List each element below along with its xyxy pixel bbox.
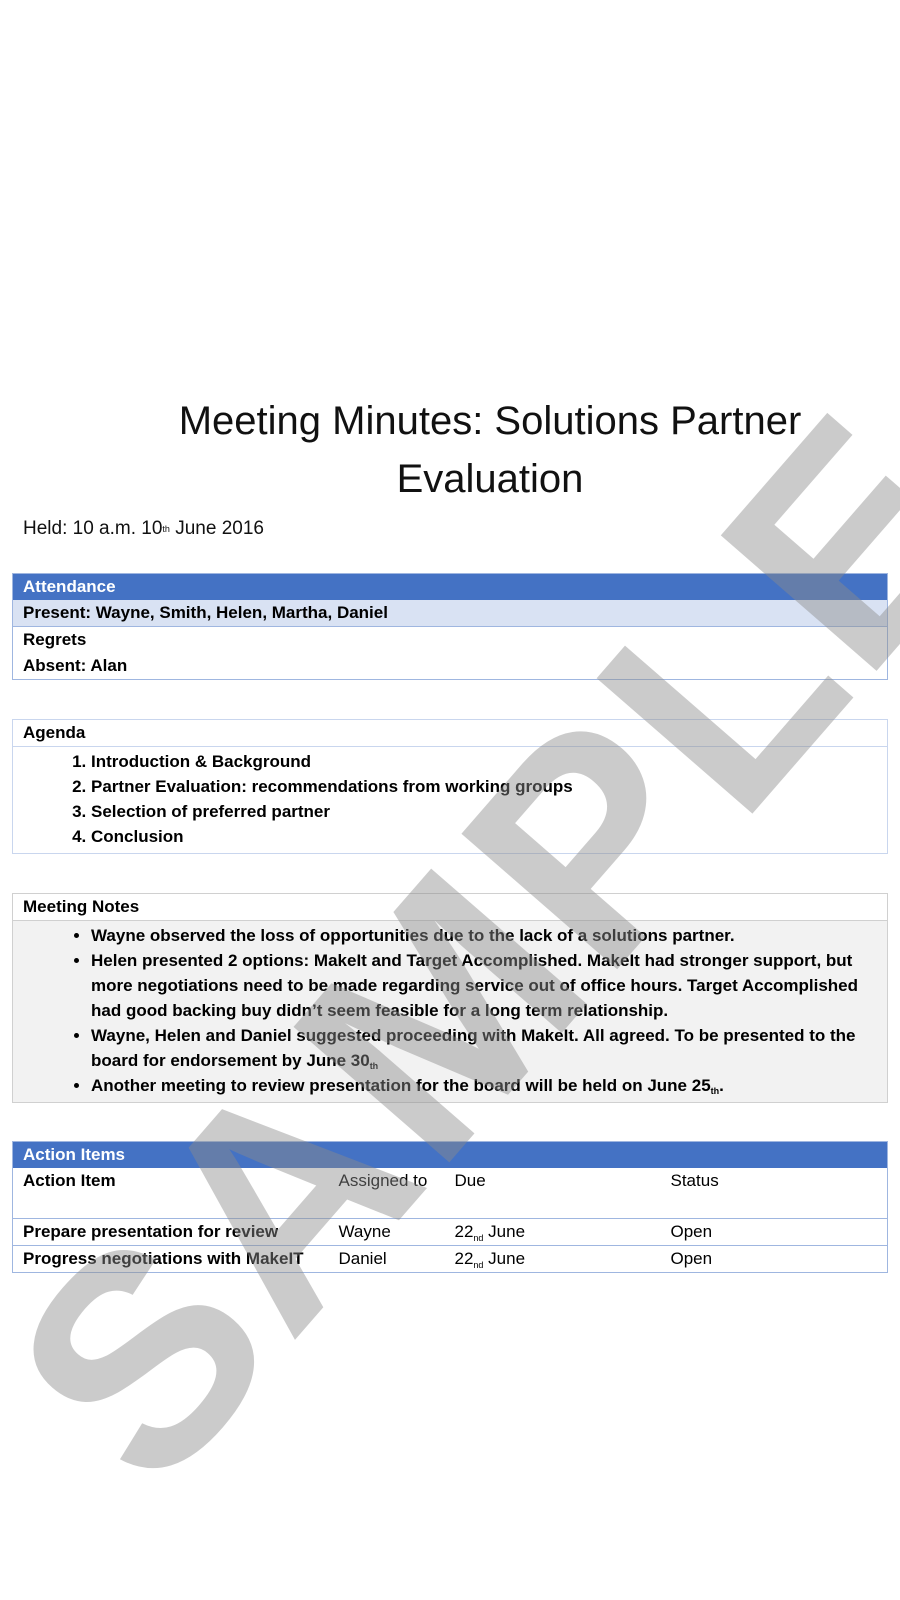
note-end: . [719, 1076, 724, 1095]
agenda-item: Introduction & Background [91, 749, 887, 774]
agenda-item: Conclusion [91, 824, 887, 849]
note-item: Wayne, Helen and Daniel suggested procee… [91, 1023, 873, 1073]
due-sup: nd [473, 1260, 484, 1270]
table-row: Prepare presentation for review Wayne 22… [12, 1218, 888, 1246]
column-header: Assigned to [328, 1168, 445, 1219]
note-item: Wayne observed the loss of opportunities… [91, 923, 873, 948]
meeting-notes-section: Meeting Notes Wayne observed the loss of… [12, 893, 888, 1103]
status-cell: Open [660, 1218, 888, 1246]
held-sup: th [162, 524, 170, 534]
note-item: Another meeting to review presentation f… [91, 1073, 873, 1098]
note-text: Wayne observed the loss of opportunities… [91, 926, 735, 945]
due-cell: 22nd June [444, 1218, 661, 1246]
due-month: June [483, 1222, 526, 1241]
agenda-item: Partner Evaluation: recommendations from… [91, 774, 887, 799]
column-header: Due [444, 1168, 661, 1219]
due-day: 22 [454, 1249, 474, 1268]
column-header: Action Item [12, 1168, 329, 1219]
agenda-header: Agenda [13, 720, 887, 747]
attendance-header: Attendance [12, 573, 888, 600]
action-items-table: Action Items Action Item Assigned to Due… [12, 1141, 888, 1273]
document-title: Meeting Minutes: Solutions Partner Evalu… [178, 399, 802, 501]
action-items-header: Action Items [12, 1141, 888, 1168]
action-item-cell: Prepare presentation for review [12, 1218, 329, 1246]
note-text: Helen presented 2 options: MakeIt and Ta… [91, 951, 859, 1020]
assigned-cell: Daniel [328, 1245, 445, 1273]
meeting-notes-body: Wayne observed the loss of opportunities… [13, 921, 887, 1102]
note-text: Another meeting to review presentation f… [91, 1076, 711, 1095]
note-item: Helen presented 2 options: MakeIt and Ta… [91, 948, 873, 1023]
due-month: June [483, 1249, 526, 1268]
meeting-notes-header: Meeting Notes [13, 894, 887, 921]
attendance-regrets: Regrets [23, 630, 87, 649]
table-row: Progress negotiations with MakeIT Daniel… [12, 1245, 888, 1273]
agenda-list: Introduction & Background Partner Evalua… [13, 747, 887, 853]
agenda-item: Selection of preferred partner [91, 799, 887, 824]
attendance-present: Present: Wayne, Smith, Helen, Martha, Da… [12, 600, 888, 627]
due-cell: 22nd June [444, 1245, 661, 1273]
column-header: Status [660, 1168, 888, 1219]
due-day: 22 [454, 1222, 474, 1241]
held-prefix: Held: 10 a.m. 10 [23, 518, 163, 539]
note-sup: th [710, 1086, 720, 1096]
held-suffix: June 2016 [169, 518, 264, 539]
note-text: Wayne, Helen and Daniel suggested procee… [91, 1026, 856, 1070]
meeting-notes-list: Wayne observed the loss of opportunities… [13, 921, 887, 1102]
action-item-cell: Progress negotiations with MakeIT [12, 1245, 329, 1273]
note-sup: th [369, 1061, 379, 1071]
attendance-absent: Absent: Alan [23, 656, 128, 675]
agenda-section: Agenda Introduction & Background Partner… [12, 719, 888, 854]
attendance-table: Attendance Present: Wayne, Smith, Helen,… [12, 573, 888, 680]
assigned-cell: Wayne [328, 1218, 445, 1246]
status-cell: Open [660, 1245, 888, 1273]
due-sup: nd [473, 1233, 484, 1243]
held-date: Held: 10 a.m. 10th June 2016 [23, 518, 264, 540]
